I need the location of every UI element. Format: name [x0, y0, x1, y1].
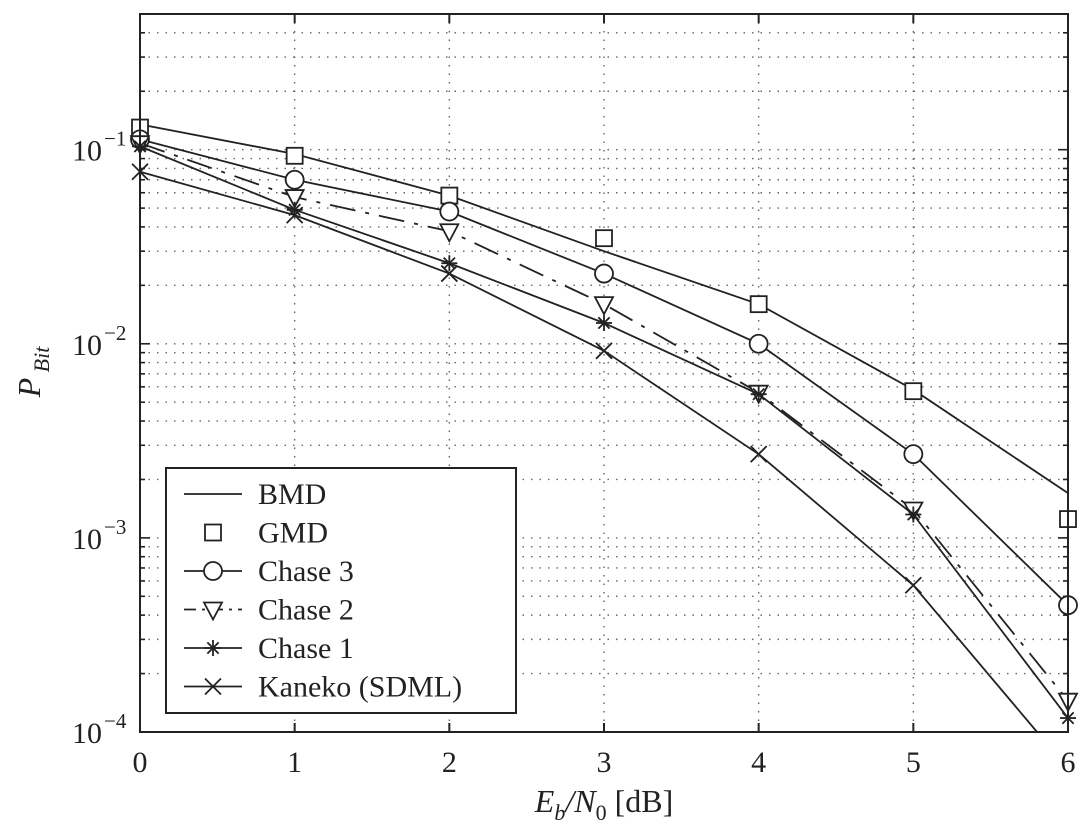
x-tick-label: 4 — [751, 746, 766, 779]
marker-triangle-down — [284, 189, 306, 209]
y-tick-exponent: −4 — [104, 709, 127, 733]
marker-x-stroke — [595, 342, 613, 360]
y-tick-label: 10 — [72, 523, 102, 556]
y-tick-exponent: −2 — [104, 321, 126, 345]
marker-triangle-down — [593, 296, 615, 317]
marker-asterisk-stroke — [443, 256, 456, 270]
marker-asterisk — [905, 506, 922, 523]
legend-label: Kaneko (SDML) — [258, 671, 462, 704]
x-tick-label: 0 — [133, 746, 148, 779]
y-tick-exponent: −1 — [104, 127, 126, 151]
plot-series — [129, 118, 1079, 733]
legend-label: Chase 1 — [258, 632, 354, 665]
legend-entry: Chase 1 — [184, 632, 354, 665]
marker-x — [750, 445, 768, 463]
x-tick-label: 1 — [287, 746, 302, 779]
marker-triangle-down — [438, 223, 460, 244]
marker-x-stroke — [750, 445, 768, 463]
marker-circle — [594, 263, 614, 284]
legend: BMD GMD Chase 3 Chase 2 Chase 1 Kaneko (SDML) — [165, 467, 517, 714]
marker-x-stroke — [440, 264, 458, 283]
legend-label: Chase 2 — [258, 594, 354, 627]
marker-circle — [203, 561, 223, 581]
marker-square — [285, 146, 304, 165]
marker-x — [440, 264, 458, 283]
x-tick-label: 3 — [597, 746, 612, 779]
marker-triangle-down — [202, 601, 224, 622]
marker-circle — [284, 169, 305, 190]
legend-entry: GMD — [204, 517, 328, 550]
marker-asterisk — [441, 255, 458, 272]
axis-labels: Eb/N0 [dB] P Bit — [11, 346, 673, 825]
legend-entry: Chase 3 — [184, 555, 354, 588]
y-axis-label: P Bit — [11, 346, 54, 399]
marker-asterisk — [596, 314, 612, 331]
x-tick-label: 2 — [442, 746, 457, 779]
marker-x — [904, 576, 922, 594]
axis-ticks: 0 1 2 3 4 5 610−110−210−310−4 — [72, 13, 1076, 779]
y-tick-exponent: −3 — [104, 515, 126, 539]
marker-circle — [748, 333, 769, 354]
marker-x-stroke — [286, 206, 304, 224]
y-tick-label: 10 — [72, 135, 102, 168]
y-tick-label: 10 — [72, 329, 102, 362]
marker-asterisk — [205, 640, 221, 656]
x-tick-label: 5 — [906, 746, 921, 779]
legend-entry: BMD — [184, 478, 326, 511]
marker-asterisk-stroke — [206, 641, 220, 655]
marker-asterisk — [750, 386, 767, 403]
marker-square — [440, 186, 459, 205]
y-tick-label: 10 — [72, 717, 102, 750]
x-axis-label: Eb/N0 [dB] — [534, 783, 673, 825]
marker-square — [904, 382, 923, 401]
marker-asterisk-stroke — [597, 316, 611, 330]
marker-asterisk-stroke — [752, 387, 765, 401]
marker-asterisk-stroke — [907, 508, 920, 521]
x-tick-label: 6 — [1061, 746, 1076, 779]
marker-x — [204, 677, 222, 696]
grid — [140, 14, 1068, 732]
legend-label: GMD — [258, 517, 328, 550]
legend-entry: Kaneko (SDML) — [184, 671, 462, 704]
marker-square — [749, 295, 768, 314]
legend-box — [165, 467, 517, 714]
legend-entry: Chase 2 — [184, 594, 354, 627]
marker-x-stroke — [904, 576, 922, 594]
marker-circle — [439, 201, 460, 222]
legend-label: BMD — [258, 478, 326, 511]
marker-square — [204, 523, 222, 542]
marker-x — [286, 206, 304, 224]
marker-square — [595, 229, 613, 248]
legend-label: Chase 3 — [258, 555, 354, 588]
marker-x — [595, 342, 613, 360]
marker-circle — [903, 444, 924, 465]
marker-x-stroke — [204, 677, 222, 696]
